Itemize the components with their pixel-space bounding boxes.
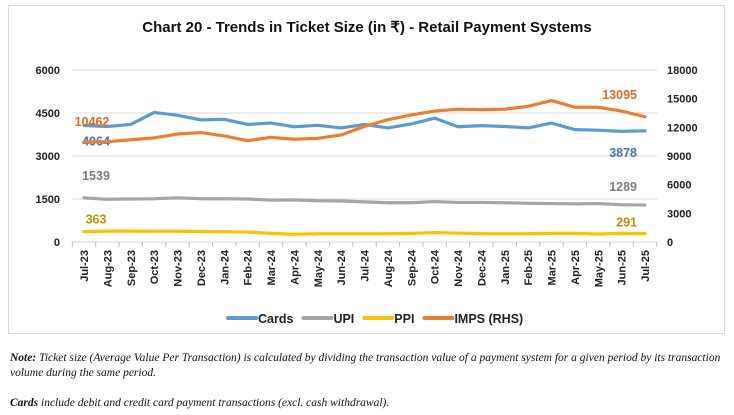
x-tick-label: Dec-24 xyxy=(476,249,488,286)
x-tick-label: Feb-24 xyxy=(243,249,255,285)
data-label-first: 1539 xyxy=(82,169,110,183)
x-tick-label: Apr-24 xyxy=(289,249,301,285)
data-label-first: 10462 xyxy=(75,115,110,129)
x-tick-label: Aug-23 xyxy=(102,250,114,287)
series-line-imps-rhs- xyxy=(82,98,647,144)
x-tick-label: Mar-24 xyxy=(266,249,278,285)
chart-title: Chart 20 - Trends in Ticket Size (in ₹) … xyxy=(142,19,592,36)
series-line-ppi xyxy=(82,229,647,236)
x-tick-label: Apr-25 xyxy=(570,250,582,285)
series-line-upi xyxy=(82,196,647,207)
x-tick-label: Jul-23 xyxy=(79,250,91,282)
x-tick-label: Jan-25 xyxy=(500,250,512,285)
x-tick-label: Jul-25 xyxy=(640,250,652,282)
x-tick-label: Jun-25 xyxy=(617,250,629,285)
x-tick-label: Jun-24 xyxy=(336,249,348,285)
y-left-tick-label: 3000 xyxy=(36,151,60,163)
y-left-tick-label: 6000 xyxy=(36,65,60,77)
cards-text: include debit and credit card payment tr… xyxy=(38,397,390,409)
data-label-first: 363 xyxy=(86,213,107,227)
note-ticket-size: Note: Ticket size (Average Value Per Tra… xyxy=(10,351,725,381)
data-label-last: 3878 xyxy=(609,146,637,160)
series-line-cards xyxy=(82,110,647,133)
legend-label: IMPS (RHS) xyxy=(454,312,523,326)
x-tick-label: Jan-24 xyxy=(219,249,231,285)
chart-frame xyxy=(8,5,725,334)
x-tick-label: Aug-24 xyxy=(383,249,395,287)
data-label-last: 291 xyxy=(616,216,637,230)
y-right-tick-label: 12000 xyxy=(667,122,698,134)
line-chart: 0 1500 3000 4500 6000 0 3000 6000 9000 12000 15000… xyxy=(36,65,698,326)
note-cards: Cards include debit and credit card paym… xyxy=(10,396,725,411)
data-label-last: 13095 xyxy=(602,88,637,102)
legend-label: PPI xyxy=(394,312,414,326)
x-tick-label: Oct-23 xyxy=(149,250,161,284)
y-right-tick-label: 15000 xyxy=(667,94,698,106)
y-left-tick-label: 4500 xyxy=(36,108,60,120)
x-tick-label: Nov-24 xyxy=(453,249,465,287)
legend-label: UPI xyxy=(333,312,354,326)
x-tick-label: Dec-23 xyxy=(196,250,208,286)
x-tick-label: Mar-25 xyxy=(547,250,559,285)
data-label-last: 1289 xyxy=(609,180,637,194)
y-right-tick-label: 3000 xyxy=(667,208,691,220)
x-tick-label: May-24 xyxy=(313,249,325,287)
legend-label: Cards xyxy=(258,312,293,326)
x-tick-label: Feb-25 xyxy=(523,250,535,285)
x-tick-label: Oct-24 xyxy=(430,249,442,284)
y-right-tick-label: 6000 xyxy=(667,180,691,192)
y-right-tick-label: 9000 xyxy=(667,151,691,163)
note-label: Note: xyxy=(10,352,37,364)
y-right-tick-label: 18000 xyxy=(667,65,698,77)
y-left-tick-label: 1500 xyxy=(36,194,60,206)
x-tick-label: Jul-24 xyxy=(360,249,372,282)
y-right-tick-label: 0 xyxy=(667,237,673,249)
x-tick-label: May-25 xyxy=(593,250,605,287)
y-left-tick-label: 0 xyxy=(54,237,60,249)
x-tick-label: Sep-24 xyxy=(406,249,418,286)
note-text: Ticket size (Average Value Per Transacti… xyxy=(10,352,721,379)
cards-label: Cards xyxy=(10,397,39,409)
x-tick-label: Sep-23 xyxy=(126,250,138,286)
x-tick-label: Nov-23 xyxy=(173,250,185,287)
